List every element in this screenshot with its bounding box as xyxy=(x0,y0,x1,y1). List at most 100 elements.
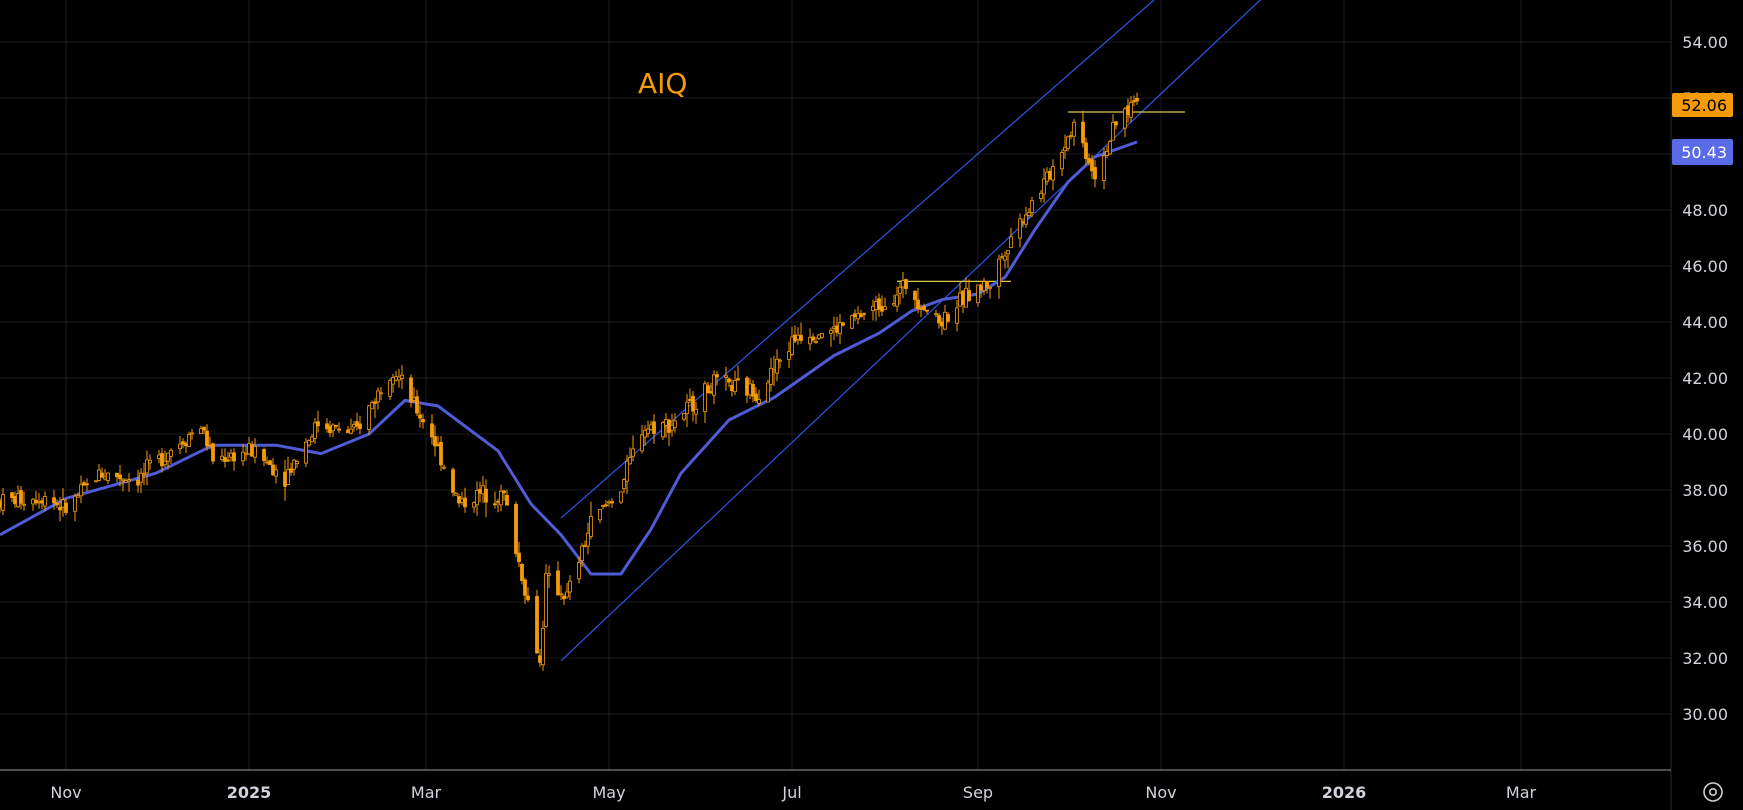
candle xyxy=(100,467,104,478)
candle xyxy=(1027,208,1031,219)
x-tick-label: May xyxy=(592,783,625,802)
candle xyxy=(439,435,443,472)
candle xyxy=(790,326,794,357)
candle xyxy=(52,490,56,510)
channel-line-lower[interactable] xyxy=(560,0,1275,662)
candle xyxy=(661,420,665,440)
candle xyxy=(814,336,818,344)
candle xyxy=(694,402,698,424)
candle xyxy=(409,374,413,408)
candle xyxy=(628,447,632,465)
candle xyxy=(187,431,191,447)
chart-title: AIQ xyxy=(638,67,687,100)
candle xyxy=(820,332,824,339)
candle xyxy=(811,333,815,343)
candle xyxy=(862,312,866,321)
candle xyxy=(121,478,125,492)
x-tick-label: Mar xyxy=(411,783,442,802)
candle xyxy=(166,452,170,470)
candle xyxy=(118,464,122,487)
candle xyxy=(517,541,521,567)
candle xyxy=(541,620,545,671)
candle xyxy=(10,492,14,503)
candle xyxy=(568,575,572,601)
candle xyxy=(577,556,581,584)
candle xyxy=(1135,92,1139,105)
candle xyxy=(733,370,737,396)
candle xyxy=(1018,213,1022,248)
candle xyxy=(1090,155,1094,179)
candle xyxy=(76,492,80,498)
time-axis[interactable]: Nov 2025 Mar May Jul Sep Nov 2026 Mar xyxy=(50,783,1536,802)
candle xyxy=(199,425,203,435)
candle xyxy=(682,412,686,422)
candle xyxy=(1039,190,1043,203)
candle xyxy=(484,479,488,518)
candle xyxy=(253,438,257,464)
candle xyxy=(1072,118,1076,147)
candle xyxy=(127,473,131,492)
last-price-value: 52.06 xyxy=(1681,96,1727,115)
candle xyxy=(580,543,584,567)
candle xyxy=(976,284,980,307)
x-tick-label: Sep xyxy=(963,783,993,802)
candle xyxy=(1084,137,1088,165)
candle xyxy=(769,357,773,392)
candle xyxy=(142,462,146,486)
candle xyxy=(334,424,338,429)
candle xyxy=(1003,251,1007,269)
candle xyxy=(94,480,98,483)
candle xyxy=(202,426,206,435)
candle xyxy=(169,448,173,464)
candle xyxy=(685,393,689,428)
candle xyxy=(1063,134,1067,159)
ma-price-value: 50.43 xyxy=(1681,143,1727,162)
candle xyxy=(316,410,320,433)
candle xyxy=(589,501,593,540)
candle xyxy=(388,378,392,400)
candle xyxy=(850,314,854,330)
candle xyxy=(295,459,299,468)
candle xyxy=(523,577,527,605)
candle xyxy=(619,491,623,505)
candle xyxy=(505,489,509,506)
candle xyxy=(883,297,887,310)
y-tick-label: 30.00 xyxy=(1682,705,1728,724)
candle xyxy=(85,478,89,492)
candle xyxy=(736,365,740,381)
candle xyxy=(232,448,236,471)
candle xyxy=(331,423,335,438)
candle xyxy=(160,448,164,473)
candle xyxy=(499,484,503,512)
gear-icon[interactable] xyxy=(1703,782,1723,802)
candle xyxy=(262,447,266,467)
candle xyxy=(955,299,959,332)
candle xyxy=(604,500,608,508)
moving-average-line[interactable] xyxy=(0,140,1138,576)
y-tick-label: 54.00 xyxy=(1682,33,1728,52)
candle xyxy=(586,522,590,555)
y-tick-label: 38.00 xyxy=(1682,481,1728,500)
candles xyxy=(0,92,1139,671)
candle xyxy=(562,593,566,605)
x-tick-label: Nov xyxy=(50,783,81,802)
candle xyxy=(241,444,245,466)
candle xyxy=(349,418,353,435)
candle xyxy=(139,467,143,494)
last-price-badge: 52.06 xyxy=(1672,93,1733,117)
candle xyxy=(1,488,5,515)
candle xyxy=(706,381,710,394)
candle xyxy=(106,472,110,484)
candle xyxy=(502,489,506,501)
candle xyxy=(715,370,719,386)
candle xyxy=(274,464,278,484)
candle xyxy=(493,491,497,509)
candle xyxy=(646,420,650,438)
candle xyxy=(547,565,551,589)
candle xyxy=(163,450,167,468)
candle xyxy=(526,587,530,602)
candle xyxy=(148,454,152,470)
candle xyxy=(859,309,863,318)
candle xyxy=(1051,159,1055,191)
